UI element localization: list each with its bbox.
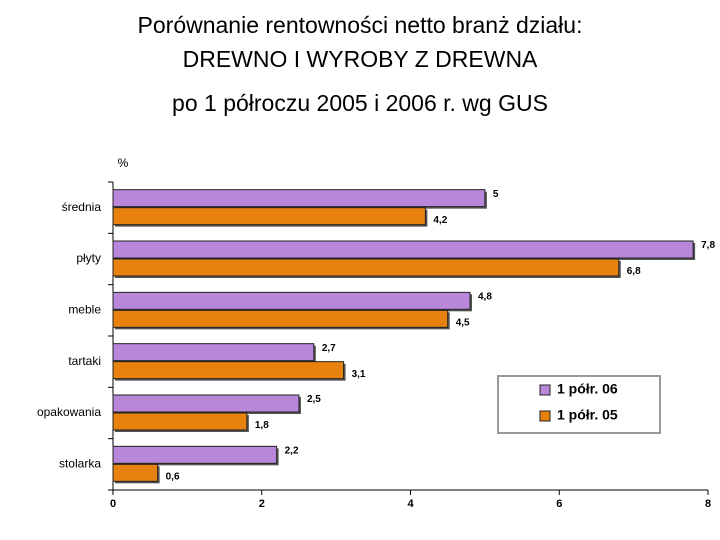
bar <box>112 445 278 464</box>
bar <box>112 207 426 226</box>
x-tick-label: 6 <box>556 498 562 510</box>
data-label: 4,8 <box>478 291 492 302</box>
chart-subtitle: po 1 półroczu 2005 i 2006 r. wg GUS <box>172 90 548 116</box>
data-label: 2,5 <box>307 394 321 405</box>
chart-title: DREWNO I WYROBY Z DREWNA <box>183 46 538 72</box>
data-label: 5 <box>493 189 499 200</box>
bar <box>112 361 345 380</box>
data-label: 4,2 <box>433 215 447 226</box>
data-label: 0,6 <box>166 471 180 482</box>
data-label: 7,8 <box>701 240 715 251</box>
legend-swatch <box>539 410 551 422</box>
x-tick-label: 2 <box>259 498 265 510</box>
bar <box>112 258 620 277</box>
bar <box>112 240 694 259</box>
bar <box>112 463 159 482</box>
legend-box <box>497 375 661 434</box>
bar <box>112 189 486 208</box>
x-tick-label: 4 <box>407 498 414 510</box>
unit-label: % <box>118 156 129 170</box>
chart-title: Porównanie rentowności netto branż dział… <box>138 12 583 38</box>
bar <box>112 291 471 310</box>
data-label: 2,7 <box>322 343 336 354</box>
legend-swatch <box>539 384 551 396</box>
y-tick-label: meble <box>68 303 101 317</box>
bar <box>112 394 300 413</box>
bar <box>112 412 248 431</box>
y-tick-label: stolarka <box>59 457 101 471</box>
legend-label: 1 półr. 06 <box>557 381 618 397</box>
bar <box>112 343 315 362</box>
bar <box>112 309 449 328</box>
y-tick-label: płyty <box>76 251 101 265</box>
data-label: 4,5 <box>456 317 470 328</box>
y-tick-label: opakowania <box>37 405 101 419</box>
y-tick-label: średnia <box>62 200 102 214</box>
data-label: 2,2 <box>285 445 299 456</box>
x-tick-label: 0 <box>110 498 116 510</box>
legend-label: 1 półr. 05 <box>557 407 618 423</box>
data-label: 1,8 <box>255 420 269 431</box>
y-tick-label: tartaki <box>68 354 101 368</box>
x-tick-label: 8 <box>705 498 711 510</box>
data-label: 3,1 <box>352 369 366 380</box>
data-label: 6,8 <box>627 266 641 277</box>
